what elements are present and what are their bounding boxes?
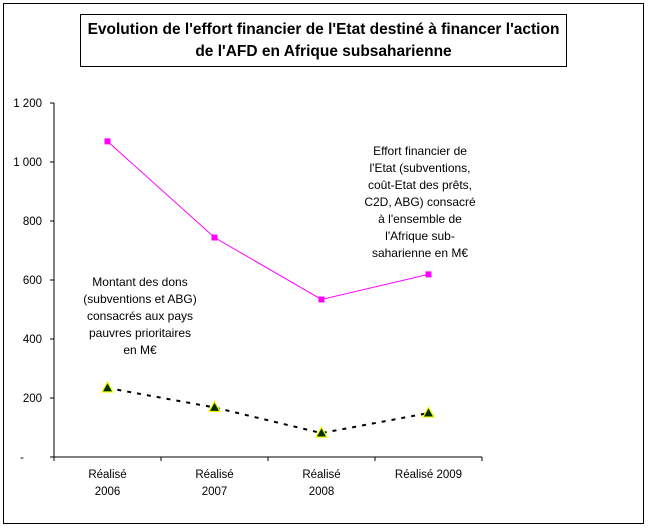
x-tick-label: 2007: [202, 486, 228, 498]
y-tick-label: 1 000: [13, 157, 42, 169]
annotation-line: (subventions et ABG): [83, 292, 197, 306]
title-line: Evolution de l'effort financier de l'Eta…: [87, 21, 560, 38]
annotation-line: coût-Etat des prêts,: [367, 178, 473, 192]
y-tick-label: 400: [23, 334, 42, 346]
y-tick-label: 800: [23, 216, 42, 228]
x-tick-label: 2008: [309, 486, 335, 498]
annotation-line: pauvres prioritaires: [88, 326, 192, 340]
chart-frame: [3, 3, 644, 524]
x-tick-label: Réalisé: [302, 469, 340, 481]
y-tick-label: -: [20, 452, 24, 464]
data-point: [104, 138, 111, 145]
y-tick-label: 1 200: [13, 98, 42, 110]
y-tick-label: 200: [23, 393, 42, 405]
annotation-line: en M€: [123, 343, 157, 357]
data-point: [314, 425, 329, 438]
data-point: [318, 296, 325, 303]
data-point: [421, 405, 436, 418]
title-line: de l'AFD en Afrique subsaharienne: [195, 43, 452, 60]
annotation-line: C2D, ABG) consacré: [364, 195, 476, 209]
annotation-line: à l'ensemble de: [378, 212, 462, 226]
chart-title: Evolution de l'effort financier de l'Eta…: [80, 14, 567, 67]
x-tick-label: Réalisé 2009: [395, 469, 462, 481]
data-point: [207, 400, 222, 413]
annotation-line: consacrés aux pays: [86, 309, 194, 323]
data-point: [211, 234, 218, 241]
series-line-0: [107, 140, 429, 301]
annotation-line: l'Etat (subventions,: [369, 161, 471, 175]
x-tick-label: 2006: [95, 486, 121, 498]
data-point: [425, 271, 432, 278]
annotation-effort: Effort financier de l'Etat (subventions,…: [355, 143, 485, 262]
data-point: [100, 380, 115, 393]
annotation-line: saharienne en M€: [371, 246, 469, 260]
x-tick-label: Réalisé: [88, 469, 126, 481]
annotation-line: l'Afrique sub-: [385, 229, 455, 243]
annotation-dons: Montant des dons (subventions et ABG) co…: [80, 274, 200, 359]
annotation-line: Effort financier de: [373, 144, 467, 158]
y-tick-label: 600: [23, 275, 42, 287]
x-tick-label: Réalisé: [195, 469, 233, 481]
series-line-1: [107, 386, 429, 435]
annotation-line: Montant des dons: [92, 275, 188, 289]
